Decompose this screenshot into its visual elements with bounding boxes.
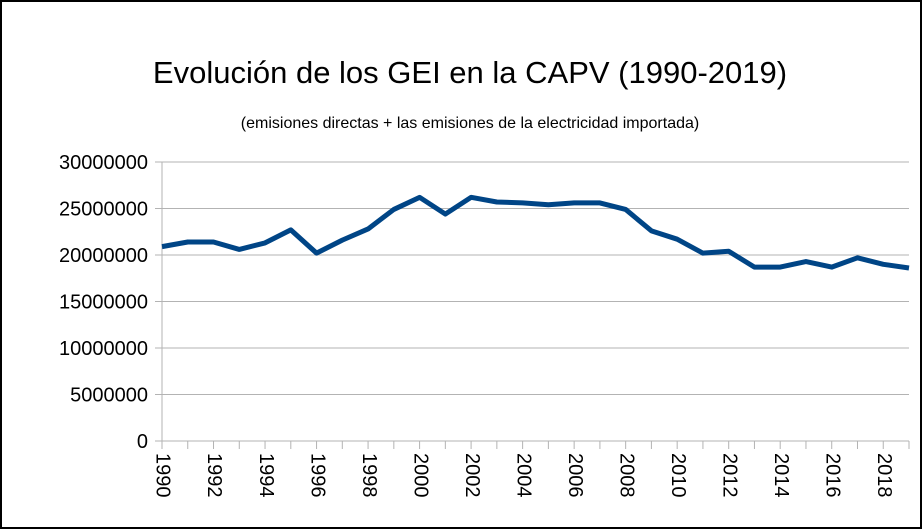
y-tick-label: 10000000 [59, 338, 148, 360]
x-tick-label: 2004 [512, 453, 534, 498]
x-tick-label: 1994 [255, 453, 277, 498]
x-tick-label: 1990 [152, 453, 174, 498]
x-tick-label: 2018 [873, 453, 895, 498]
y-tick-label: 25000000 [59, 199, 148, 221]
y-tick-label: 30000000 [59, 152, 148, 174]
x-tick-label: 2000 [409, 453, 431, 498]
x-tick-label: 1998 [358, 453, 380, 498]
x-tick-label: 2016 [821, 453, 843, 498]
x-tick-label: 2006 [564, 453, 586, 498]
x-tick-label: 1992 [203, 453, 225, 498]
y-tick-label: 0 [137, 431, 148, 453]
x-tick-label: 2014 [770, 453, 792, 498]
chart-title: Evolución de los GEI en la CAPV (1990-20… [153, 55, 787, 90]
x-tick-label: 2010 [667, 453, 689, 498]
y-tick-label: 5000000 [70, 385, 148, 407]
x-tick-label: 2012 [718, 453, 740, 498]
x-tick-label: 2002 [461, 453, 483, 498]
chart-subtitle: (emisiones directas + las emisiones de l… [241, 115, 699, 132]
x-tick-label: 1996 [306, 453, 328, 498]
y-tick-label: 15000000 [59, 292, 148, 314]
y-tick-label: 20000000 [59, 245, 148, 267]
data-line [161, 194, 910, 271]
x-tick-label: 2008 [615, 453, 637, 498]
